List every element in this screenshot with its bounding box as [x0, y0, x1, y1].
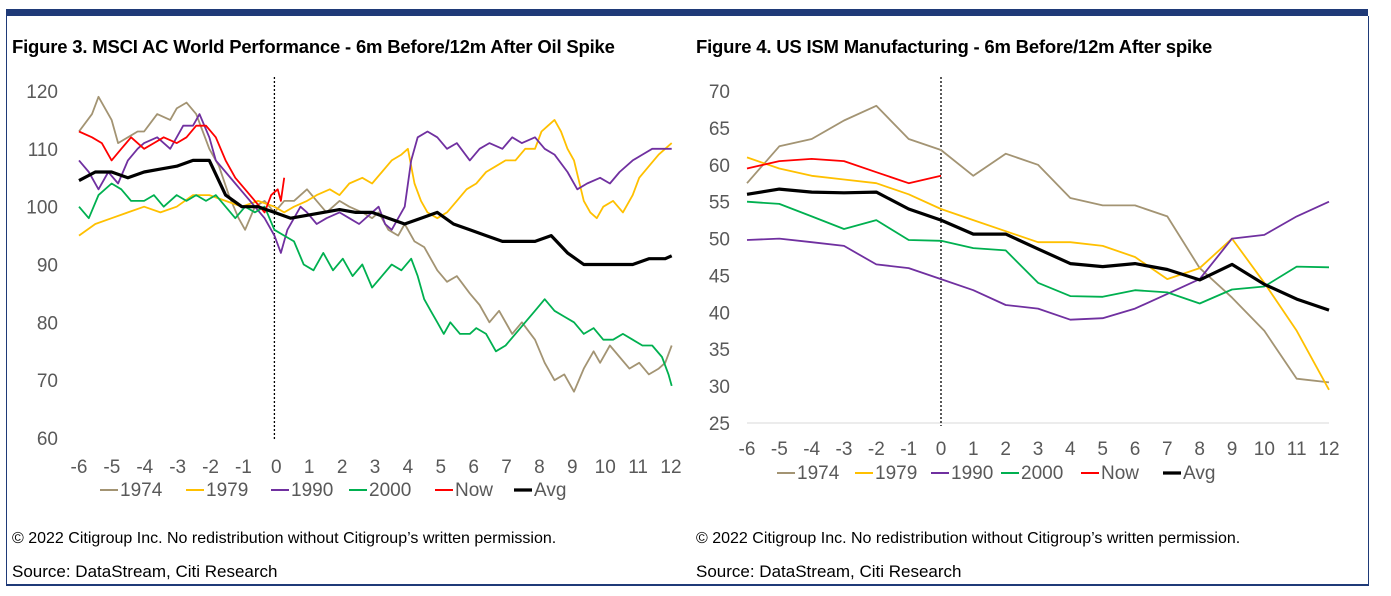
- fig4-x-tick-label: 0: [936, 439, 947, 460]
- figure-3-source: Source: DataStream, Citi Research: [12, 562, 278, 581]
- fig4-x-tick-label: 6: [1130, 439, 1141, 460]
- fig4-y-tick-label: 60: [709, 156, 730, 177]
- fig4-x-tick-label: -2: [868, 439, 885, 460]
- fig3-y-tick-label: 100: [26, 198, 58, 219]
- fig4-y-tick-label: 35: [709, 340, 730, 361]
- fig4-y-tick-label: 30: [709, 377, 730, 398]
- fig4-series-2000: [746, 200, 1330, 305]
- fig3-series-1990: [78, 113, 672, 254]
- fig3-x-tick-label: 9: [567, 457, 578, 478]
- fig4-y-tick-label: 25: [709, 414, 730, 435]
- figure-3-title: Figure 3. MSCI AC World Performance - 6m…: [12, 36, 615, 57]
- fig4-y-tick-label: 70: [709, 82, 730, 103]
- fig3-y-tick-label: 60: [37, 429, 58, 450]
- fig4-x-tick-label: 9: [1227, 439, 1238, 460]
- fig4-x-tick-label: -4: [803, 439, 820, 460]
- figure-4-copyright: © 2022 Citigroup Inc. No redistribution …: [696, 530, 1241, 547]
- fig4-legend-label-1979: 1979: [875, 463, 917, 484]
- fig4-legend-label-avg: Avg: [1183, 463, 1215, 484]
- fig3-y-tick-label: 70: [37, 371, 58, 392]
- fig4-x-tick-label: -1: [900, 439, 917, 460]
- fig3-legend-label-2000: 2000: [369, 480, 411, 501]
- fig4-x-tick-label: 11: [1287, 439, 1307, 460]
- fig3-x-tick-label: 12: [660, 457, 681, 478]
- fig4-x-tick-label: 4: [1065, 439, 1076, 460]
- fig3-y-tick-label: 110: [28, 140, 58, 161]
- top-banner-bar: [6, 9, 1368, 16]
- fig3-y-tick-label: 120: [26, 82, 58, 103]
- fig4-y-tick-label: 50: [709, 230, 730, 251]
- fig3-x-tick-label: -4: [136, 457, 153, 478]
- figure-4-source: Source: DataStream, Citi Research: [696, 562, 962, 581]
- figure-4-title: Figure 4. US ISM Manufacturing - 6m Befo…: [696, 36, 1213, 57]
- fig3-x-tick-label: 3: [370, 457, 381, 478]
- fig4-legend-label-1990: 1990: [951, 463, 993, 484]
- fig3-x-tick-label: 11: [628, 457, 648, 478]
- fig4-y-tick-label: 40: [709, 303, 730, 324]
- fig4-legend-label-2000: 2000: [1021, 463, 1063, 484]
- fig3-y-tick-label: 80: [37, 313, 58, 334]
- fig4-x-tick-label: -3: [836, 439, 853, 460]
- fig3-series-1974: [78, 95, 673, 393]
- fig4-x-tick-label: -6: [739, 439, 756, 460]
- fig3-legend-label-1974: 1974: [120, 480, 163, 501]
- fig3-x-tick-label: 4: [403, 457, 414, 478]
- fig4-legend-label-now: Now: [1101, 463, 1139, 484]
- fig3-x-tick-label: -6: [71, 457, 88, 478]
- fig3-x-tick-label: 6: [468, 457, 479, 478]
- fig3-x-tick-label: 1: [304, 457, 315, 478]
- fig4-series-1974: [746, 104, 1330, 384]
- fig3-x-tick-label: 5: [435, 457, 446, 478]
- fig3-y-tick-label: 90: [37, 256, 58, 277]
- figure-frame: [6, 16, 1369, 586]
- fig4-series-avg: [746, 187, 1330, 312]
- fig3-series-2000: [78, 182, 673, 387]
- fig4-y-tick-label: 65: [709, 119, 730, 140]
- fig4-x-tick-label: 1: [968, 439, 979, 460]
- fig3-legend-label-now: Now: [455, 480, 493, 501]
- fig4-x-tick-label: 12: [1318, 439, 1339, 460]
- fig4-x-tick-label: 5: [1097, 439, 1108, 460]
- fig3-x-tick-label: -3: [169, 457, 186, 478]
- fig4-x-tick-label: 8: [1194, 439, 1205, 460]
- fig4-series-now: [746, 158, 942, 185]
- fig3-x-tick-label: 7: [501, 457, 512, 478]
- fig3-x-tick-label: 2: [337, 457, 348, 478]
- fig4-x-tick-label: 7: [1162, 439, 1173, 460]
- fig4-x-tick-label: 2: [1000, 439, 1011, 460]
- fig3-x-tick-label: -1: [235, 457, 252, 478]
- fig3-legend-label-avg: Avg: [534, 480, 566, 501]
- fig3-x-tick-label: -2: [202, 457, 219, 478]
- fig3-legend-label-1979: 1979: [206, 480, 248, 501]
- fig3-legend-label-1990: 1990: [291, 480, 333, 501]
- fig4-legend-label-1974: 1974: [797, 463, 840, 484]
- fig3-x-tick-label: -5: [103, 457, 120, 478]
- figure-3-copyright: © 2022 Citigroup Inc. No redistribution …: [12, 530, 557, 547]
- fig3-x-tick-label: 0: [271, 457, 282, 478]
- fig3-x-tick-label: 10: [595, 457, 616, 478]
- fig3-series-1979: [78, 119, 673, 237]
- fig4-y-tick-label: 45: [709, 266, 730, 287]
- fig4-y-tick-label: 55: [709, 193, 730, 214]
- fig4-x-tick-label: 3: [1033, 439, 1044, 460]
- fig4-x-tick-label: 10: [1254, 439, 1275, 460]
- fig3-series-now: [78, 124, 286, 214]
- fig3-x-tick-label: 8: [534, 457, 545, 478]
- fig3-series-avg: [78, 158, 673, 267]
- fig4-series-1990: [746, 200, 1330, 321]
- fig4-x-tick-label: -5: [771, 439, 788, 460]
